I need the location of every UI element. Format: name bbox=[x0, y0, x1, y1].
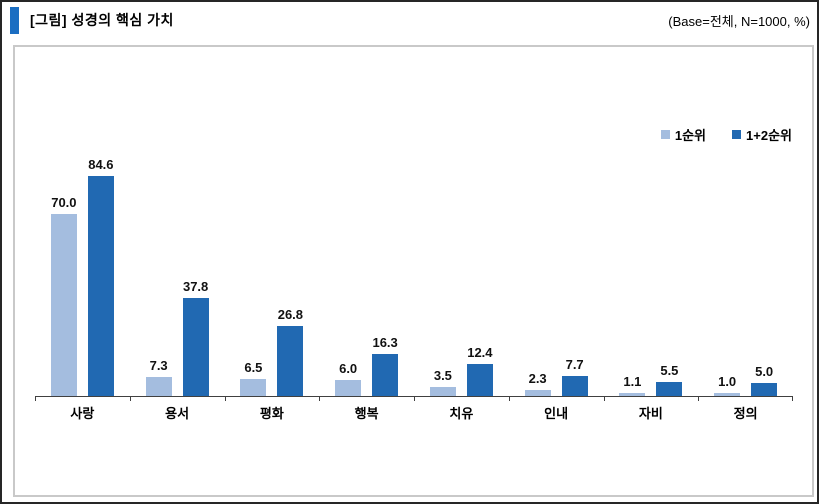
bar-1+2순위-용서: 37.8 bbox=[182, 279, 209, 396]
bar-group-용서: 7.3 37.8 bbox=[130, 107, 225, 396]
axis-tick bbox=[35, 396, 36, 401]
bar-rect bbox=[656, 382, 683, 396]
axis-tick bbox=[698, 396, 700, 401]
bar-value-label: 37.8 bbox=[182, 279, 209, 294]
bar-1순위-용서: 7.3 bbox=[145, 358, 172, 396]
category-label-인내: 인내 bbox=[544, 406, 569, 421]
category-label-사랑: 사랑 bbox=[70, 406, 95, 421]
chart-area: 1순위 1+2순위 70.0 84.6 7.3 37.8 6.5 26.8 6.0 16.3 3.… bbox=[13, 45, 814, 497]
bar-rect bbox=[524, 390, 551, 396]
axis-tick bbox=[414, 396, 415, 401]
bar-value-label: 6.0 bbox=[339, 361, 358, 376]
legend-swatch-icon bbox=[732, 130, 742, 139]
bar-rect bbox=[87, 176, 114, 396]
bar-group-치유: 3.5 12.4 bbox=[414, 107, 509, 396]
legend-item-1순위: 1순위 bbox=[660, 125, 707, 144]
bar-value-label: 70.0 bbox=[51, 195, 77, 210]
bar-1순위-인내: 2.3 bbox=[524, 371, 551, 396]
base-note: (Base=전체, N=1000, %) bbox=[668, 14, 810, 29]
bar-rect bbox=[335, 380, 362, 396]
bar-rect bbox=[619, 393, 646, 396]
bar-rect bbox=[182, 298, 209, 396]
bar-value-label: 12.4 bbox=[467, 345, 493, 360]
bar-value-label: 5.5 bbox=[660, 363, 679, 378]
legend-label: 1+2순위 bbox=[746, 128, 792, 143]
bar-1순위-정의: 1.0 bbox=[714, 374, 741, 396]
plot-area: 70.0 84.6 7.3 37.8 6.5 26.8 6.0 16.3 3.5 12.4 2.3 7… bbox=[35, 107, 793, 396]
legend-swatch-icon bbox=[660, 130, 670, 139]
bar-1순위-사랑: 70.0 bbox=[50, 195, 77, 396]
bar-rect bbox=[466, 364, 493, 396]
bar-1+2순위-인내: 7.7 bbox=[561, 357, 588, 396]
axis-tick bbox=[224, 396, 226, 401]
bar-1순위-평화: 6.5 bbox=[240, 360, 267, 396]
category-label-자비: 자비 bbox=[638, 406, 663, 421]
category-label-평화: 평화 bbox=[259, 406, 284, 421]
category-label-정의: 정의 bbox=[733, 406, 758, 421]
bar-rect bbox=[751, 383, 778, 396]
bar-1순위-치유: 3.5 bbox=[429, 368, 456, 396]
bar-1+2순위-정의: 5.0 bbox=[751, 364, 778, 396]
bar-rect bbox=[561, 376, 588, 396]
bar-group-인내: 2.3 7.7 bbox=[509, 107, 604, 396]
axis-tick bbox=[792, 396, 793, 401]
bar-rect bbox=[429, 387, 456, 396]
bar-group-행복: 6.0 16.3 bbox=[319, 107, 414, 396]
bar-1+2순위-행복: 16.3 bbox=[372, 335, 399, 396]
bar-1+2순위-자비: 5.5 bbox=[656, 363, 683, 396]
bar-group-평화: 6.5 26.8 bbox=[225, 107, 320, 396]
axis-tick bbox=[129, 396, 131, 401]
bar-1순위-자비: 1.1 bbox=[619, 374, 646, 396]
bar-value-label: 16.3 bbox=[372, 335, 398, 350]
bar-group-정의: 1.0 5.0 bbox=[698, 107, 793, 396]
bar-rect bbox=[714, 393, 741, 396]
bar-value-label: 1.1 bbox=[623, 374, 642, 389]
bar-value-label: 1.0 bbox=[718, 374, 737, 389]
bar-value-label: 26.8 bbox=[277, 307, 304, 322]
figure-title: [그림] 성경의 핵심 가치 bbox=[30, 12, 174, 28]
axis-tick bbox=[603, 396, 605, 401]
bar-rect bbox=[372, 354, 399, 396]
bar-1+2순위-사랑: 84.6 bbox=[87, 157, 114, 396]
bar-group-자비: 1.1 5.5 bbox=[604, 107, 699, 396]
axis-tick bbox=[508, 396, 510, 401]
bar-rect bbox=[145, 377, 172, 396]
x-axis-labels: 사랑 용서 평화 행복 치유 인내 자비 정의 bbox=[35, 403, 793, 422]
axis-tick bbox=[319, 396, 321, 401]
bar-value-label: 3.5 bbox=[433, 368, 452, 383]
bar-group-사랑: 70.0 84.6 bbox=[35, 107, 130, 396]
bar-1순위-행복: 6.0 bbox=[335, 361, 362, 396]
category-label-치유: 치유 bbox=[449, 406, 474, 421]
bar-value-label: 84.6 bbox=[88, 157, 114, 172]
bar-1+2순위-평화: 26.8 bbox=[277, 307, 304, 396]
legend-label: 1순위 bbox=[674, 128, 707, 143]
bar-value-label: 7.7 bbox=[565, 357, 584, 372]
bar-value-label: 2.3 bbox=[528, 371, 547, 386]
bar-value-label: 7.3 bbox=[149, 358, 168, 373]
bar-value-label: 5.0 bbox=[755, 364, 774, 379]
category-label-행복: 행복 bbox=[354, 406, 379, 421]
bar-rect bbox=[240, 379, 267, 396]
x-axis bbox=[35, 396, 793, 401]
bar-rect bbox=[277, 326, 304, 396]
bar-1+2순위-치유: 12.4 bbox=[466, 345, 493, 396]
title-marker-bar bbox=[10, 7, 19, 34]
bar-value-label: 6.5 bbox=[244, 360, 263, 375]
chart-legend: 1순위 1+2순위 bbox=[660, 125, 792, 144]
category-label-용서: 용서 bbox=[165, 406, 190, 421]
bar-rect bbox=[50, 214, 77, 396]
legend-item-1+2순위: 1+2순위 bbox=[732, 125, 792, 144]
